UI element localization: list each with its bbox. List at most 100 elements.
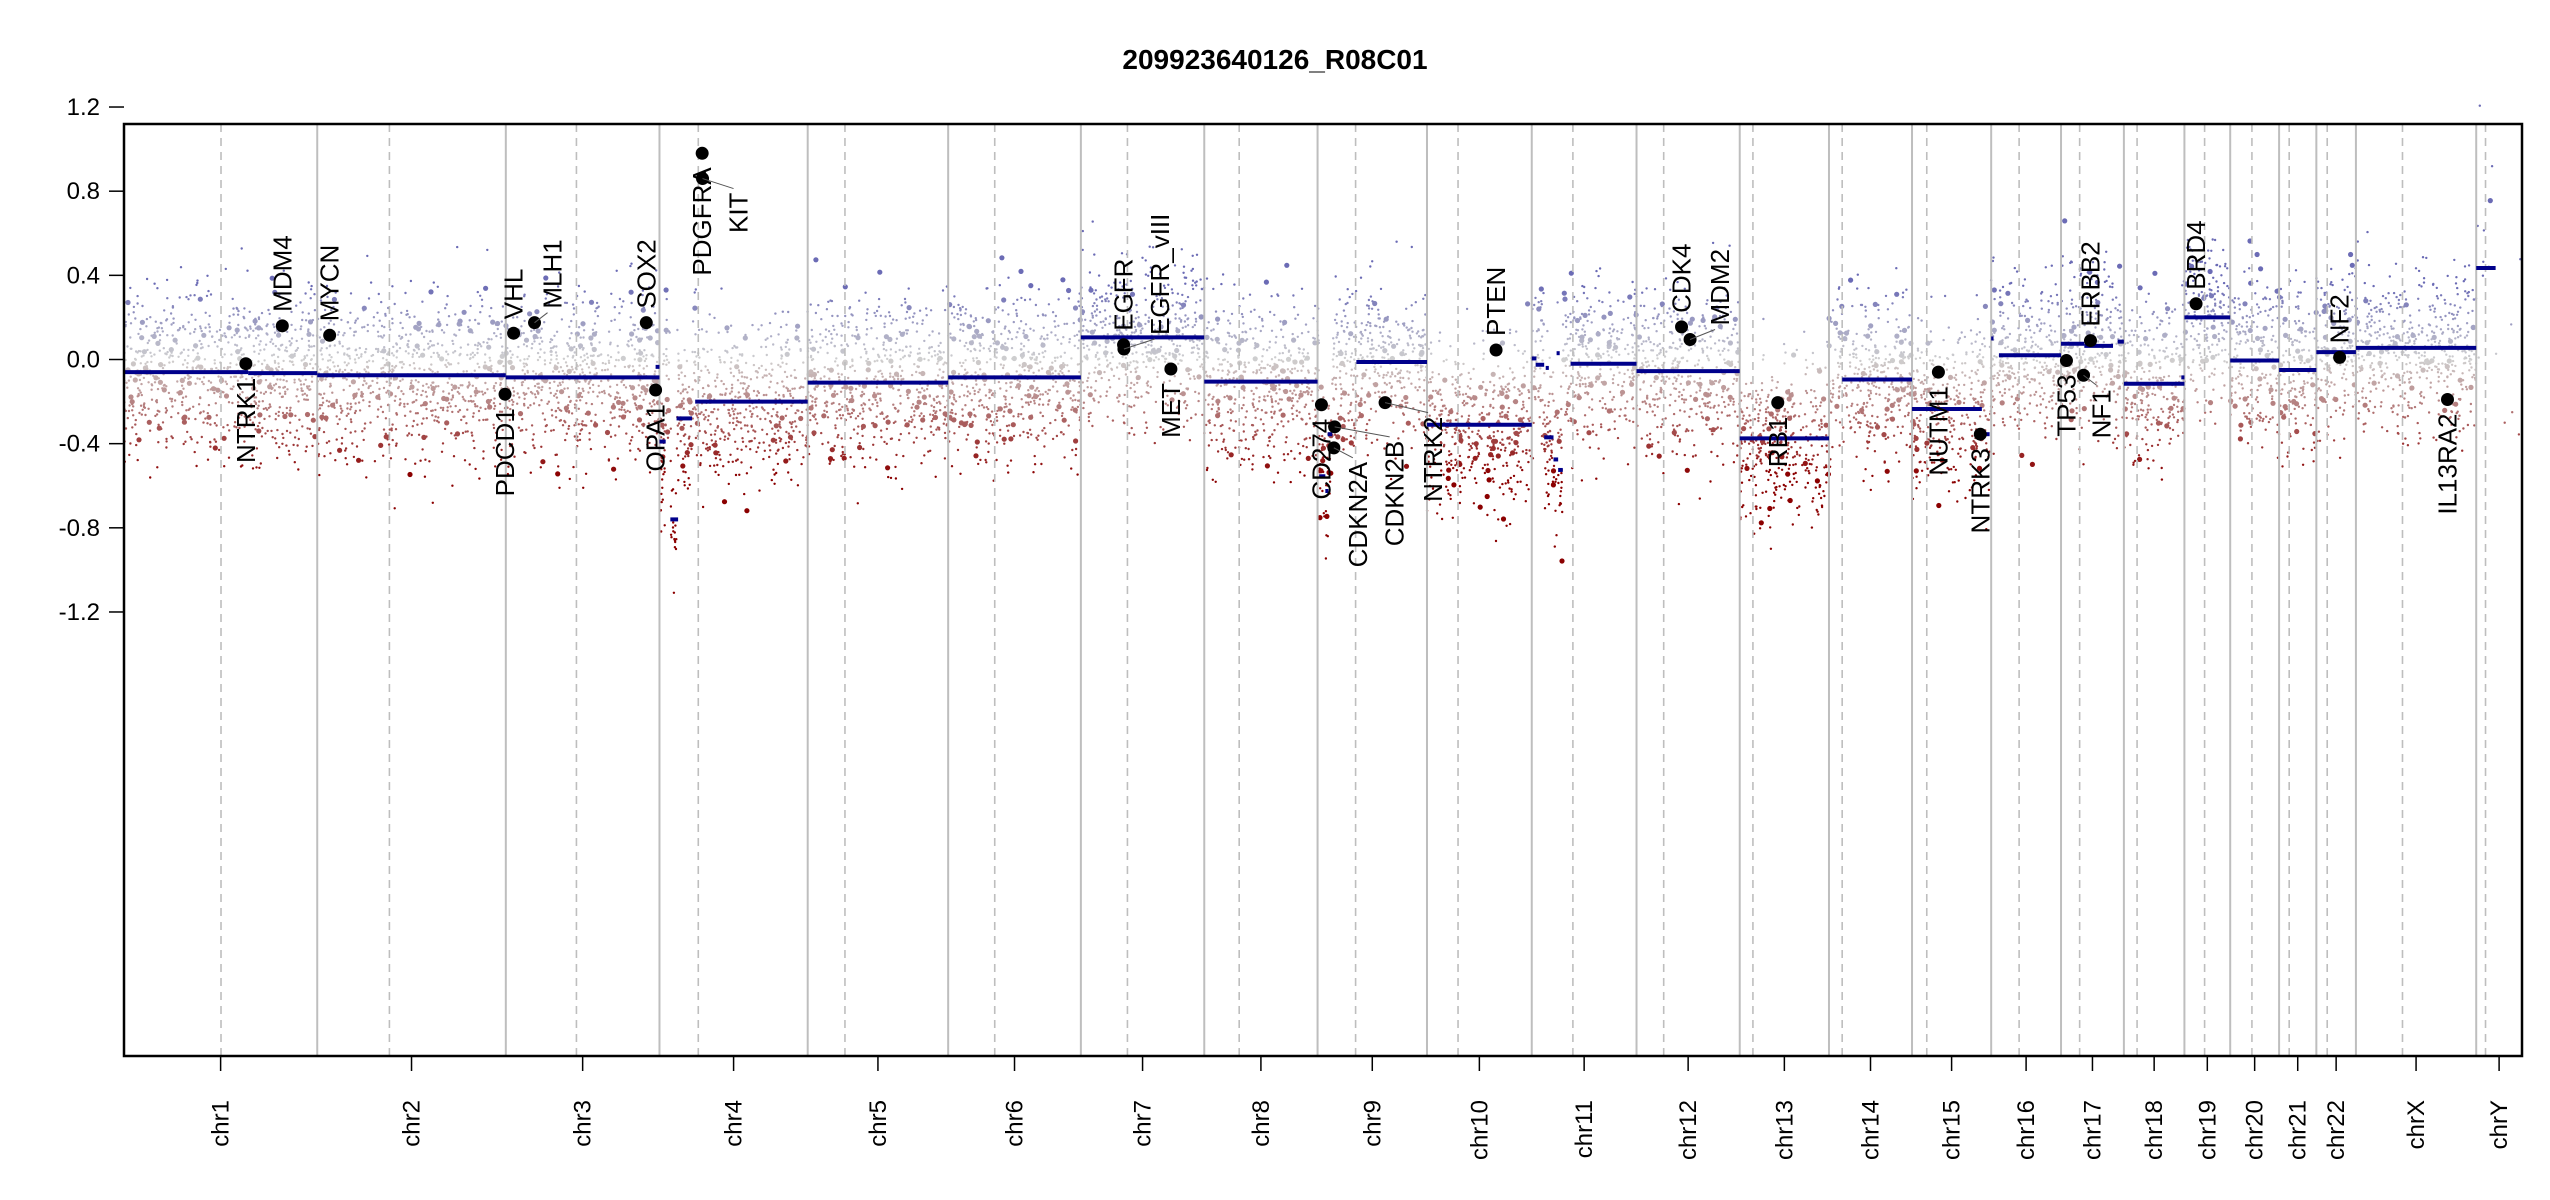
probe-point [583, 358, 587, 362]
probe-point [894, 465, 897, 469]
probe-point [1067, 369, 1071, 373]
probe-point [264, 432, 267, 435]
probe-point [300, 389, 303, 392]
probe-point [1046, 392, 1049, 395]
probe-point [720, 428, 723, 431]
probe-point [132, 311, 135, 314]
probe-point [938, 368, 941, 371]
probe-point [1015, 314, 1019, 318]
probe-point [995, 348, 998, 351]
probe-point [308, 388, 311, 391]
probe-point [425, 407, 428, 411]
probe-point [785, 407, 789, 411]
probe-point [1414, 386, 1417, 389]
probe-point [643, 387, 649, 393]
probe-point [674, 492, 678, 495]
probe-point [225, 382, 229, 386]
probe-point [790, 426, 793, 429]
probe-point [165, 409, 169, 412]
probe-point [389, 377, 393, 380]
probe-point [771, 427, 774, 430]
probe-point [1367, 298, 1371, 302]
probe-point [622, 383, 626, 387]
probe-point [1299, 359, 1305, 365]
probe-point [1184, 314, 1187, 317]
probe-point [674, 524, 677, 527]
probe-point [536, 351, 540, 355]
probe-point [1039, 360, 1042, 364]
probe-point [969, 314, 972, 317]
probe-point [974, 371, 977, 374]
probe-point [838, 414, 842, 417]
probe-point [971, 386, 975, 390]
probe-point [732, 410, 735, 413]
probe-point [307, 281, 310, 284]
probe-point [795, 425, 798, 428]
probe-point [837, 372, 840, 375]
probe-point [282, 413, 288, 420]
probe-point [276, 332, 282, 338]
probe-point [1215, 413, 1221, 419]
probe-point [950, 465, 954, 468]
probe-point [777, 448, 780, 451]
probe-point [798, 415, 804, 422]
probe-point [235, 344, 239, 347]
probe-point [681, 399, 684, 403]
probe-point [718, 355, 721, 359]
probe-point [718, 453, 721, 457]
probe-point [889, 375, 892, 378]
probe-point [1046, 337, 1049, 340]
probe-point [577, 423, 580, 426]
probe-point [724, 393, 727, 397]
probe-point [921, 319, 924, 322]
probe-point [694, 408, 697, 411]
probe-point [188, 376, 192, 379]
probe-point [971, 420, 974, 424]
probe-point [526, 357, 529, 361]
probe-point [398, 361, 402, 364]
probe-point [161, 387, 164, 390]
probe-point [1004, 325, 1007, 328]
probe-point [1192, 375, 1196, 378]
probe-point [1240, 439, 1243, 442]
probe-point [1242, 370, 1245, 373]
probe-point [328, 353, 331, 357]
probe-point [727, 432, 730, 435]
probe-point [428, 460, 431, 463]
probe-point [645, 354, 648, 357]
probe-point [412, 419, 415, 423]
probe-point [879, 412, 882, 415]
probe-point [913, 414, 916, 417]
probe-point [288, 360, 292, 363]
probe-point [1291, 367, 1294, 371]
probe-point [1086, 379, 1089, 383]
probe-point [346, 353, 349, 356]
probe-point [1012, 415, 1015, 418]
probe-point [485, 398, 491, 405]
probe-point [244, 336, 247, 340]
probe-point [757, 391, 761, 395]
probe-point [1007, 424, 1011, 427]
probe-point [448, 402, 451, 405]
probe-point [527, 387, 530, 390]
probe-point [136, 294, 139, 298]
probe-point [1261, 325, 1265, 328]
probe-point [626, 399, 629, 402]
probe-point [319, 368, 322, 371]
probe-point [383, 325, 386, 329]
probe-point [785, 362, 788, 366]
probe-point [1280, 359, 1283, 362]
probe-point [570, 319, 573, 323]
probe-point [573, 351, 576, 354]
probe-point [181, 396, 185, 399]
probe-point [585, 424, 588, 427]
probe-point [284, 390, 287, 393]
probe-point [249, 418, 252, 422]
probe-point [1019, 320, 1023, 323]
probe-point [848, 307, 851, 310]
probe-point [1030, 433, 1033, 436]
probe-point [492, 386, 495, 390]
probe-point [258, 466, 261, 469]
probe-point [1242, 297, 1245, 300]
probe-point [1051, 437, 1055, 441]
